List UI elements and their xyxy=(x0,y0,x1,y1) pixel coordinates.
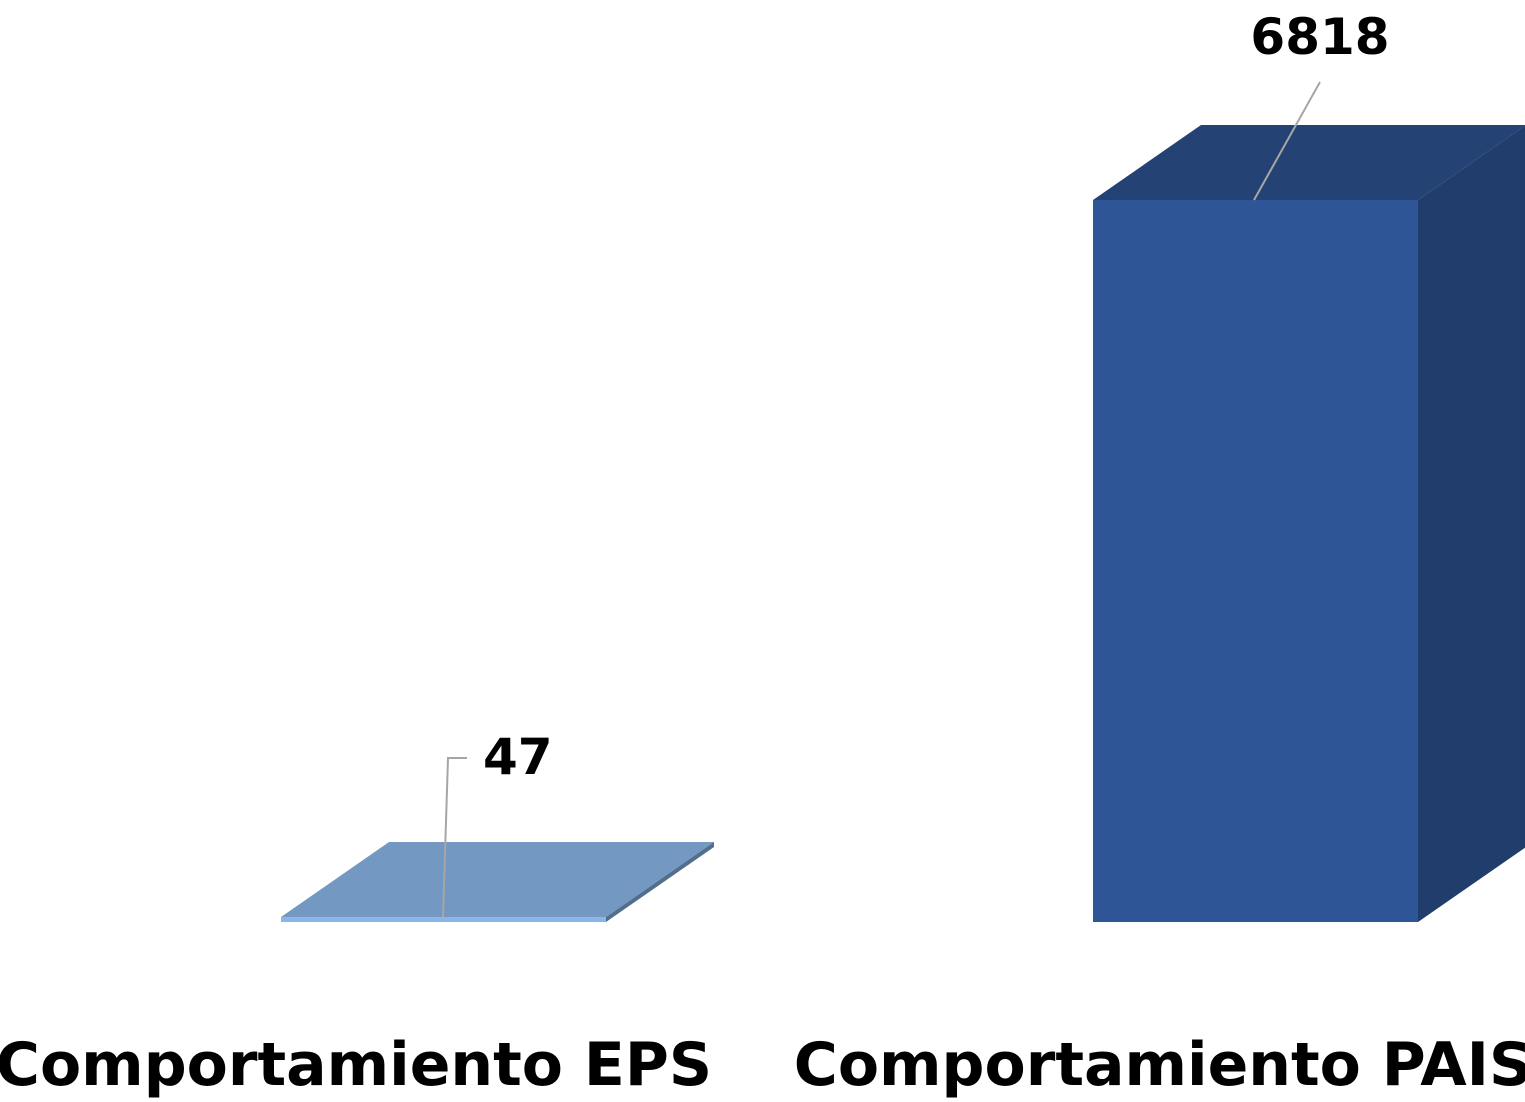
bar-front-face xyxy=(281,917,606,922)
bar-top-face xyxy=(281,842,714,918)
bar-top-face xyxy=(1093,125,1525,200)
category-label: Comportamiento EPS xyxy=(0,1030,712,1100)
bar-side-face xyxy=(1418,125,1525,922)
data-label: 47 xyxy=(483,728,553,786)
bar-front-face xyxy=(1093,200,1418,922)
category-labels-group: Comportamiento EPS Comportamiento PAIS xyxy=(0,1030,1525,1100)
bar-2 xyxy=(1093,125,1525,922)
category-label: Comportamiento PAIS xyxy=(794,1030,1525,1100)
leader-line xyxy=(1253,81,1321,201)
leader-lines-group xyxy=(442,81,1321,918)
data-labels-group: 47 6818 xyxy=(483,8,1390,786)
bar-side-face xyxy=(606,842,714,922)
data-label: 6818 xyxy=(1250,8,1389,66)
leader-line xyxy=(442,757,467,918)
bars-group xyxy=(281,125,1525,922)
bar-1 xyxy=(281,842,714,922)
